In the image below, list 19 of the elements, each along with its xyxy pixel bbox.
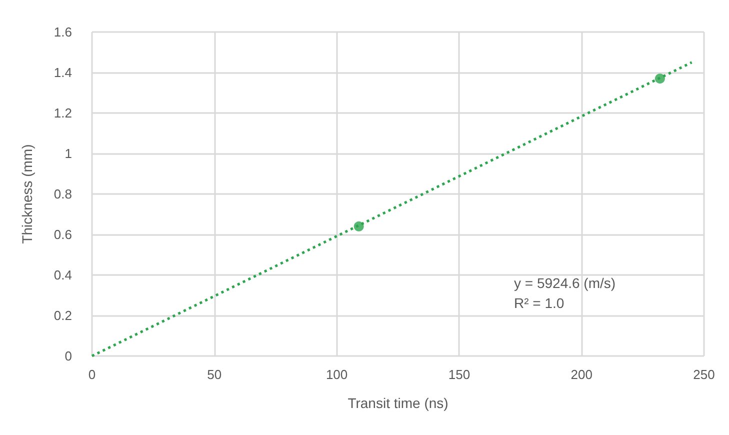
annotation: R² = 1.0 bbox=[514, 295, 564, 311]
x-tick-label: 0 bbox=[88, 367, 96, 382]
x-tick-label: 50 bbox=[207, 367, 222, 382]
x-axis-title: Transit time (ns) bbox=[348, 395, 448, 411]
y-tick-label: 0.8 bbox=[54, 186, 72, 202]
y-tick-label: 0.2 bbox=[54, 308, 72, 323]
y-tick-label: 1.4 bbox=[54, 65, 72, 80]
y-tick-label: 0 bbox=[64, 348, 72, 364]
x-tick-label: 200 bbox=[570, 367, 592, 382]
x-tick-label: 150 bbox=[448, 367, 470, 382]
y-axis-title: Thickness (mm) bbox=[19, 144, 35, 244]
y-tick-label: 1.2 bbox=[54, 106, 72, 120]
x-tick-label: 250 bbox=[693, 367, 715, 382]
annotation: y = 5924.6 (m/s) bbox=[514, 275, 616, 291]
x-tick-label: 100 bbox=[326, 367, 348, 382]
y-tick-label: 1 bbox=[64, 146, 72, 161]
y-tick-label: 1.6 bbox=[54, 24, 72, 40]
y-tick-label: 0.4 bbox=[54, 268, 72, 282]
y-tick-label: 0.6 bbox=[54, 227, 72, 242]
